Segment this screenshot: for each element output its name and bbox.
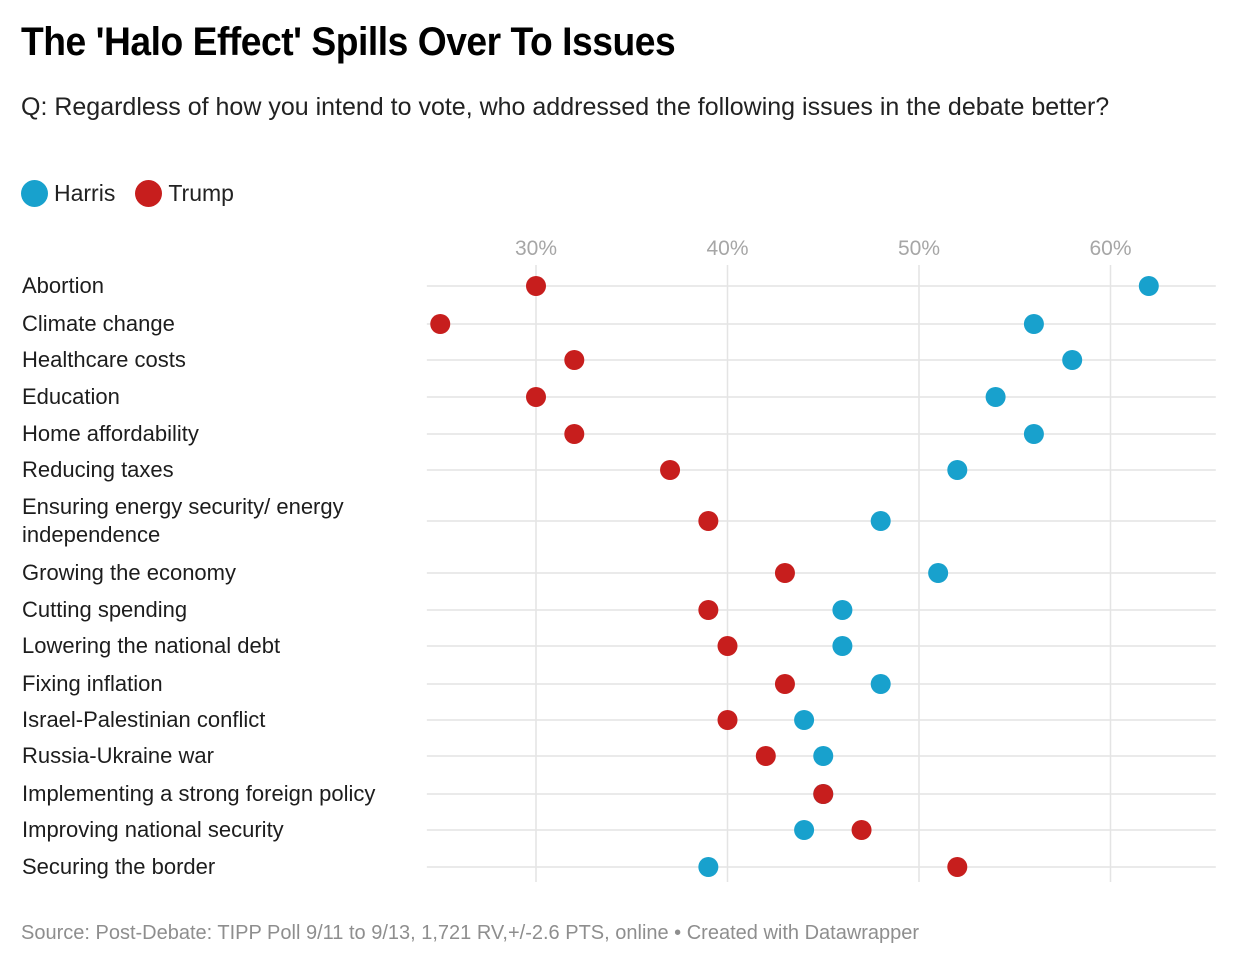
category-label-line: Abortion bbox=[22, 273, 104, 298]
dot-trump bbox=[526, 387, 546, 407]
category-label: Abortion bbox=[22, 272, 422, 300]
legend-harris-label: Harris bbox=[54, 180, 116, 206]
category-label: Growing the economy bbox=[22, 559, 422, 587]
dot-trump bbox=[564, 350, 585, 370]
category-label-line: Cutting spending bbox=[22, 597, 188, 622]
dot-harris bbox=[947, 460, 968, 480]
category-label-line: Lowering the national debt bbox=[22, 633, 281, 658]
category-label: Cutting spending bbox=[22, 596, 422, 624]
category-label-line: Climate change bbox=[22, 311, 175, 336]
dot-trump bbox=[717, 710, 738, 730]
category-label-line: Russia-Ukraine war bbox=[22, 743, 214, 768]
category-label-line: independence bbox=[22, 522, 161, 547]
dot-harris bbox=[1062, 350, 1083, 370]
dot-trump bbox=[564, 424, 585, 444]
category-label: Healthcare costs bbox=[22, 346, 422, 374]
category-label: Home affordability bbox=[22, 420, 422, 448]
x-tick-label: 30% bbox=[515, 237, 557, 260]
dot-trump bbox=[851, 820, 872, 840]
legend-item-harris: Harris bbox=[21, 180, 115, 207]
category-label-line: Growing the economy bbox=[22, 560, 236, 585]
category-label: Fixing inflation bbox=[22, 670, 422, 698]
legend: Harris Trump bbox=[21, 180, 254, 207]
category-label: Russia-Ukraine war bbox=[22, 742, 422, 770]
category-label: Securing the border bbox=[22, 853, 422, 881]
dot-trump bbox=[774, 674, 795, 694]
category-label: Lowering the national debt bbox=[22, 632, 422, 660]
dot-trump bbox=[717, 636, 738, 656]
category-label-line: Israel-Palestinian conflict bbox=[22, 707, 266, 732]
dot-trump bbox=[813, 784, 834, 804]
dot-trump bbox=[660, 460, 681, 480]
dot-harris bbox=[794, 820, 815, 840]
dot-trump bbox=[698, 511, 719, 531]
x-tick-label: 60% bbox=[1089, 237, 1131, 260]
category-label: Ensuring energy security/ energy independ… bbox=[22, 493, 422, 549]
dot-harris bbox=[832, 636, 853, 656]
category-label: Improving national security bbox=[22, 816, 422, 844]
x-tick-label: 50% bbox=[898, 237, 940, 260]
source-note: Source: Post-Debate: TIPP Poll 9/11 to 9… bbox=[21, 922, 920, 944]
legend-trump-dot bbox=[135, 180, 163, 207]
dot-harris bbox=[1023, 424, 1044, 444]
category-label-line: Healthcare costs bbox=[22, 347, 186, 372]
dot-trump bbox=[947, 857, 968, 877]
category-label-line: Implementing a strong foreign policy bbox=[22, 781, 376, 806]
category-label-line: Ensuring energy security/ energy bbox=[22, 494, 344, 519]
dot-harris bbox=[698, 857, 719, 877]
dot-trump bbox=[755, 746, 776, 766]
dot-harris bbox=[832, 600, 853, 620]
category-label: Implementing a strong foreign policy bbox=[22, 780, 422, 808]
dot-trump bbox=[526, 276, 546, 296]
category-label: Reducing taxes bbox=[22, 456, 422, 484]
legend-item-trump: Trump bbox=[135, 180, 234, 207]
category-label-line: Reducing taxes bbox=[22, 457, 174, 482]
dot-harris bbox=[870, 511, 891, 531]
dot-trump bbox=[698, 600, 719, 620]
category-label: Israel-Palestinian conflict bbox=[22, 706, 422, 734]
dot-harris bbox=[1138, 276, 1159, 296]
category-label: Climate change bbox=[22, 310, 422, 338]
category-label-line: Fixing inflation bbox=[22, 671, 163, 696]
dot-harris bbox=[985, 387, 1006, 407]
dot-trump bbox=[774, 563, 795, 583]
category-label-line: Home affordability bbox=[22, 421, 199, 446]
dot-trump bbox=[430, 314, 451, 334]
dot-harris bbox=[870, 674, 891, 694]
x-tick-label: 40% bbox=[706, 237, 748, 260]
dot-harris bbox=[794, 710, 815, 730]
dot-harris bbox=[928, 563, 949, 583]
chart-title: The 'Halo Effect' Spills Over To Issues bbox=[21, 20, 676, 64]
category-label-line: Improving national security bbox=[22, 817, 284, 842]
category-label: Education bbox=[22, 383, 422, 411]
dot-harris bbox=[813, 746, 834, 766]
legend-trump-label: Trump bbox=[168, 180, 234, 206]
category-label-line: Education bbox=[22, 384, 120, 409]
legend-harris-dot bbox=[21, 180, 48, 207]
category-label-line: Securing the border bbox=[22, 854, 216, 879]
chart-subtitle: Q: Regardless of how you intend to vote,… bbox=[21, 93, 1110, 121]
dot-harris bbox=[1023, 314, 1044, 334]
